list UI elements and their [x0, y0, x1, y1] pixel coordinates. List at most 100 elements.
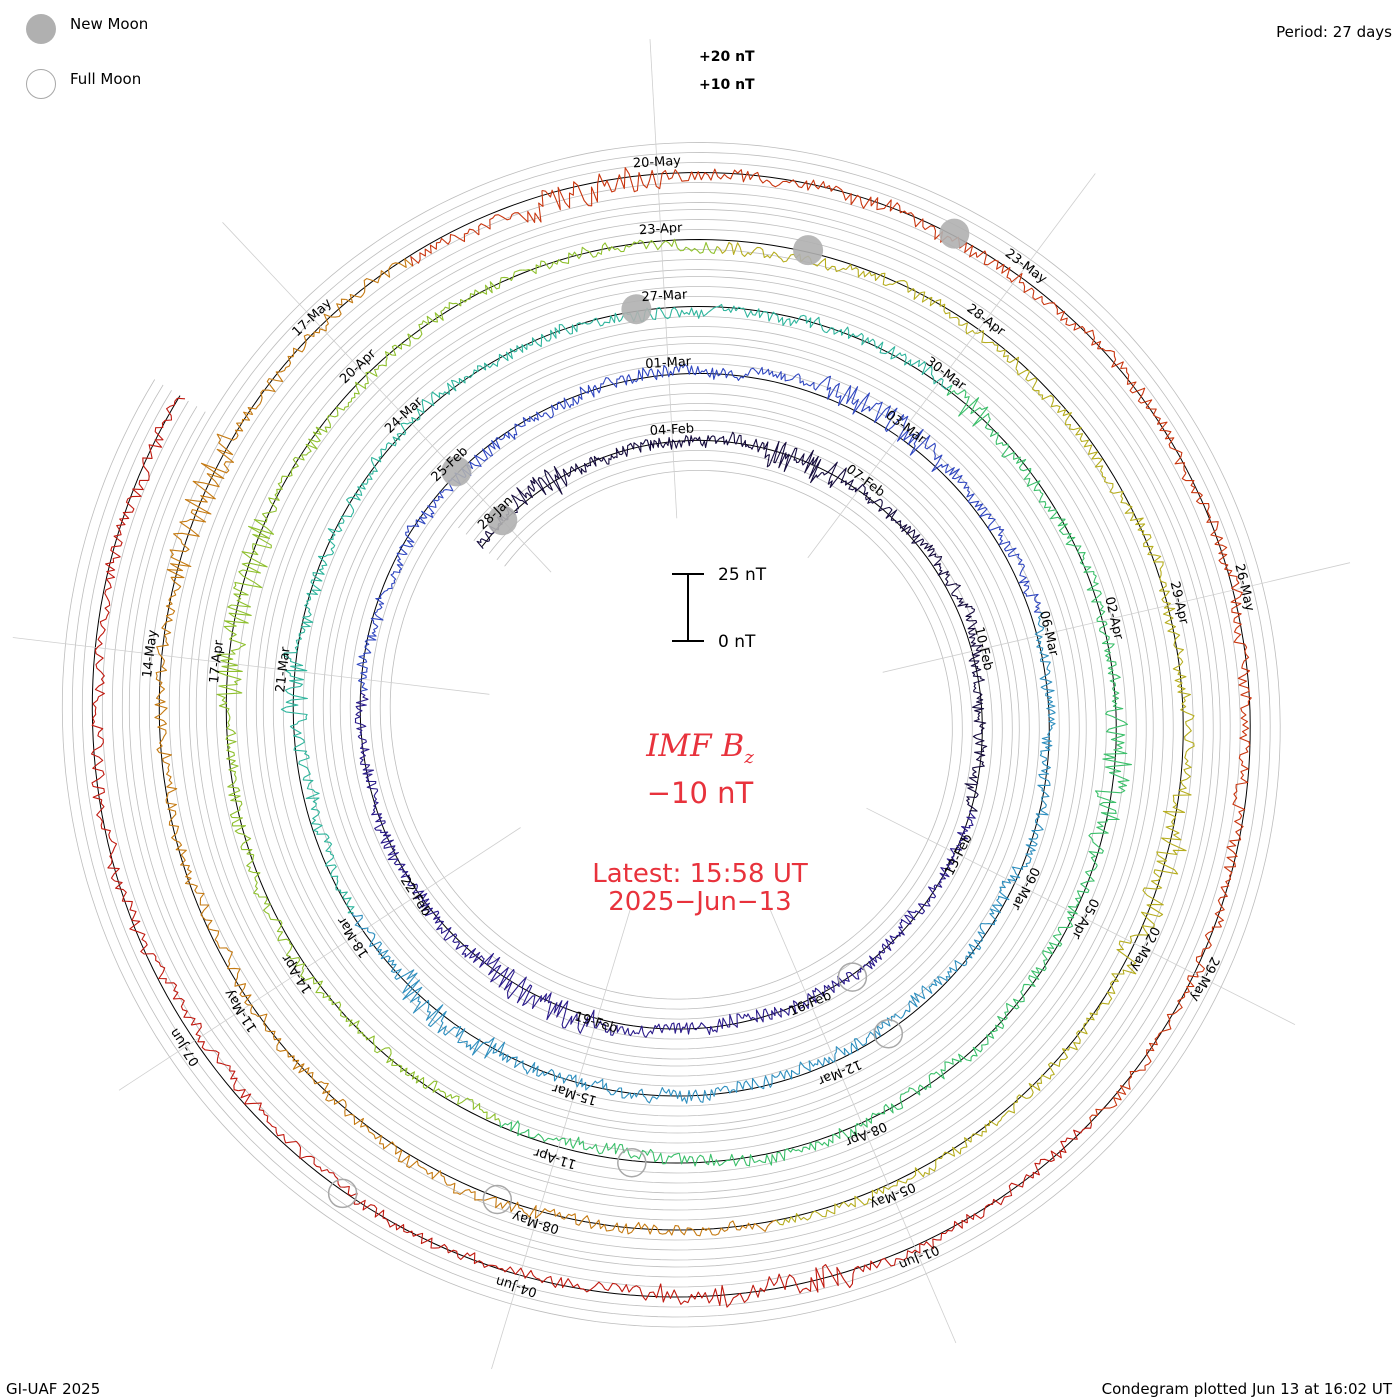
bz-trace-segment	[380, 955, 423, 1003]
day-spokes	[12, 39, 1351, 1370]
bz-trace-segment	[407, 298, 466, 340]
bz-trace-segment	[650, 363, 701, 381]
bz-trace-segment	[366, 780, 386, 823]
bz-trace-segment	[228, 794, 254, 856]
bz-trace-segment	[1140, 860, 1179, 929]
bz-trace-segment	[315, 381, 367, 433]
grid-spiral-1	[111, 192, 1231, 1278]
bz-trace-segment	[247, 352, 295, 415]
bz-trace-segment	[1057, 518, 1094, 573]
footer-credit: GI-UAF 2025	[6, 1380, 101, 1398]
bz-trace-segment	[306, 548, 335, 600]
bz-trace-segment	[645, 1022, 691, 1038]
day-spoke-7	[118, 827, 521, 1091]
bz-trace-segment	[933, 943, 975, 986]
bz-trace-segment	[780, 253, 847, 273]
bz-trace-segment	[455, 1028, 509, 1061]
full-moon-marker	[617, 1147, 647, 1178]
bz-trace-segment	[452, 933, 495, 968]
bz-trace-segment	[1037, 761, 1051, 816]
date-label: 20-May	[632, 154, 681, 172]
date-label: 22-Feb	[397, 874, 434, 919]
bz-trace-segment	[580, 1281, 662, 1301]
bz-trace-segment	[1062, 412, 1104, 471]
bz-trace-segment	[516, 984, 564, 1021]
bz-trace-segment	[1032, 1123, 1093, 1179]
new-moon-label: New Moon	[70, 15, 149, 33]
bz-trace-segment	[1145, 407, 1187, 474]
bz-trace-segment	[862, 484, 893, 519]
bz-trace-segment	[280, 706, 310, 762]
date-label: 07-Feb	[843, 462, 887, 501]
bz-trace-segment	[766, 179, 843, 192]
date-label: 11-Apr	[532, 1144, 579, 1171]
bz-trace-segment	[634, 1221, 707, 1237]
day-spoke-8	[12, 637, 490, 695]
bz-trace-segment	[739, 1267, 819, 1303]
bz-trace-segment	[444, 1093, 501, 1123]
bz-trace-segment	[380, 408, 425, 451]
bz-trace-segment	[499, 1120, 560, 1143]
bz-trace-segment	[968, 648, 985, 691]
bz-trace-segment	[171, 832, 205, 902]
bz-trace-segment	[426, 1237, 503, 1270]
bz-trace-segment	[225, 730, 241, 796]
date-label: 16-Feb	[787, 988, 834, 1019]
bz-trace-segment	[907, 288, 968, 326]
bz-trace-segment	[352, 912, 389, 960]
bz-trace-segment	[885, 509, 924, 544]
bz-trace-segment	[294, 599, 314, 653]
bz-trace-segment	[808, 1038, 859, 1067]
new-moon-marker	[793, 235, 824, 266]
bz-trace-segment	[562, 455, 602, 478]
bz-trace-segment	[351, 448, 383, 501]
date-label: 28-Apr	[964, 301, 1008, 339]
date-label: 05-Apr	[1068, 896, 1101, 942]
bz-trace-segment	[616, 167, 693, 193]
bz-trace-segment	[789, 314, 850, 336]
bz-trace-segment	[238, 1089, 300, 1145]
bz-trace-segment	[910, 1137, 972, 1180]
bz-trace-segment	[427, 1170, 497, 1201]
bz-trace-segment	[841, 189, 915, 216]
period-label: Period: 27 days	[1276, 23, 1392, 41]
bz-trace-segment	[298, 1143, 358, 1205]
new-moon-swatch	[26, 14, 56, 44]
bz-trace-segment	[1097, 348, 1153, 409]
bz-trace-segment	[521, 401, 565, 428]
bz-trace-segment	[233, 543, 272, 608]
bz-trace-segment	[970, 1094, 1027, 1143]
bz-trace-segment	[191, 1022, 239, 1092]
bz-trace-segment	[658, 1087, 712, 1104]
bz-trace-segment	[311, 811, 335, 867]
bz-trace-segment	[934, 848, 956, 888]
moon-markers	[327, 218, 970, 1215]
bz-trace-segment	[298, 761, 320, 813]
bz-trace-segment	[635, 436, 675, 453]
bz-trace-segment	[354, 1199, 427, 1245]
full-moon-label: Full Moon	[70, 70, 142, 88]
bz-trace-segment	[1034, 611, 1051, 663]
bz-trace-segment	[1178, 724, 1195, 796]
bz-trace-segment	[1067, 865, 1098, 919]
bz-trace-segment	[1226, 771, 1249, 848]
bz-trace-segment	[248, 481, 283, 549]
bz-trace-segment	[396, 519, 426, 561]
bz-trace-segment	[558, 1136, 621, 1155]
bz-trace-segment	[1156, 794, 1192, 862]
bz-trace-segment	[801, 1123, 858, 1153]
new-moon-marker	[487, 505, 518, 536]
bz-trace-segment	[154, 688, 173, 762]
bz-trace-segment	[650, 238, 718, 255]
bz-trace-segment	[988, 525, 1024, 565]
bz-trace-segment	[527, 465, 568, 496]
grid-spiral-3	[81, 162, 1261, 1308]
bz-trace-segment	[1099, 630, 1121, 689]
bz-trace-segment	[946, 384, 991, 431]
date-label: 21-Mar	[273, 646, 293, 694]
bz-trace-segment	[398, 863, 430, 902]
bz-trace-segment	[966, 1174, 1034, 1224]
current-value: −10 nT	[646, 776, 754, 810]
new-moon-marker	[441, 456, 472, 487]
